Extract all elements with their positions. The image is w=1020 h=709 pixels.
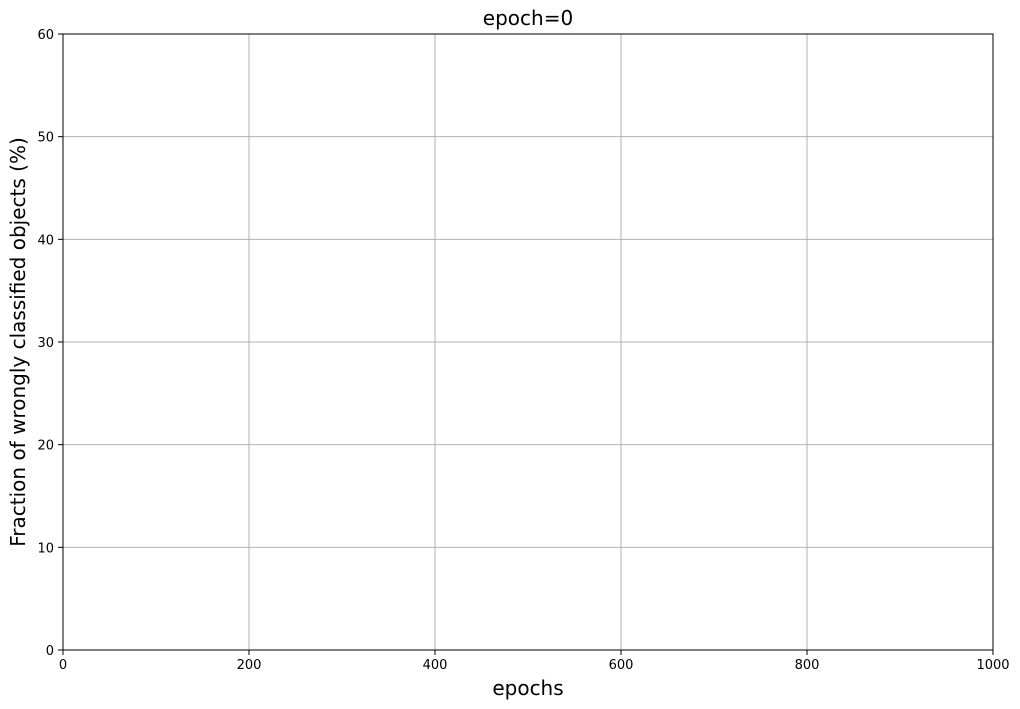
x-tick-label: 400 — [423, 658, 448, 673]
y-tick-label: 30 — [37, 336, 54, 351]
y-tick-label: 40 — [37, 233, 54, 248]
x-tick-label: 800 — [795, 658, 820, 673]
x-tick-label: 1000 — [976, 658, 1009, 673]
y-tick-label: 50 — [37, 131, 54, 146]
x-tick-label: 200 — [237, 658, 262, 673]
x-tick-label: 0 — [59, 658, 67, 673]
y-tick-label: 10 — [37, 541, 54, 556]
y-tick-label: 20 — [37, 439, 54, 454]
y-axis-label: Fraction of wrongly classified objects (… — [6, 137, 30, 547]
chart-title: epoch=0 — [483, 6, 573, 30]
y-tick-label: 0 — [46, 644, 54, 659]
x-axis-label: epochs — [492, 676, 563, 700]
ticks: 0 200 400 600 800 1000 0 10 20 30 40 50 60 — [37, 28, 1009, 673]
x-tick-label: 600 — [609, 658, 634, 673]
y-tick-label: 60 — [37, 28, 54, 43]
